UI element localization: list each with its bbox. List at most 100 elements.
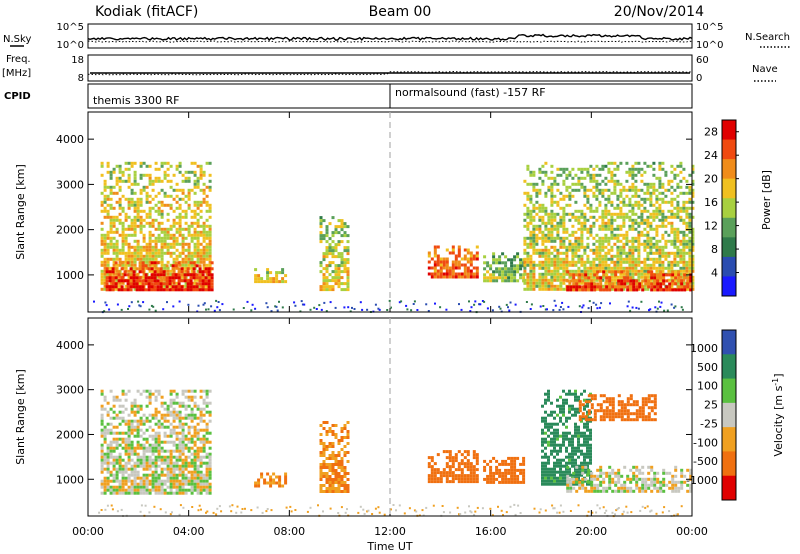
velocity-cell-r0 [115, 416, 119, 420]
velocity-cell-r0 [151, 434, 155, 438]
velocity-cell-r0 [202, 413, 206, 417]
velocity-cell-r0 [169, 488, 173, 492]
velocity-cell-r5 [562, 413, 565, 417]
power-cell-r6 [544, 248, 548, 252]
power-cell-r6 [631, 272, 635, 276]
velocity-cell-r2 [331, 454, 335, 457]
power-cell-r1 [201, 282, 205, 286]
velocity-cell-r0 [187, 482, 191, 486]
velocity-cell-r4 [519, 471, 523, 475]
velocity-cell-r5 [553, 476, 556, 480]
power-cell-r6 [535, 263, 539, 267]
velocity-cell-r5 [550, 467, 553, 471]
power-cell-r6 [679, 266, 683, 270]
power-cell-r6 [691, 254, 695, 258]
power-cell-r6 [529, 218, 533, 222]
power-near-range-cell [416, 309, 419, 311]
power-cell-r0 [205, 185, 209, 189]
power-cell-r7 [617, 270, 621, 274]
velocity-cell-r0 [130, 425, 134, 429]
velocity-cell-r0 [142, 473, 146, 477]
velocity-cell-r0 [175, 482, 179, 486]
power-cell-r4 [439, 257, 443, 261]
power-cell-r0 [145, 212, 149, 216]
power-near-range-cell [558, 308, 561, 311]
power-cell-r6 [649, 266, 653, 270]
power-cell-r6 [553, 287, 557, 291]
power-cell-r6 [628, 266, 632, 270]
power-cell-r6 [652, 215, 656, 219]
velocity-cell-r5 [559, 461, 562, 465]
power-cell-r6 [610, 236, 614, 240]
power-cell-r6 [643, 260, 647, 264]
power-cell-r3 [346, 249, 350, 253]
power-cell-r6 [661, 260, 665, 264]
power-cell-r6 [550, 194, 554, 198]
power-cell-r0 [139, 251, 143, 255]
velocity-cell-r0 [136, 452, 140, 456]
velocity-cell-r0 [142, 422, 146, 426]
velocity-cell-r0 [166, 425, 170, 429]
power-cell-r1 [195, 276, 199, 280]
power-cell-r6 [658, 176, 662, 180]
power-cell-r0 [190, 224, 194, 228]
power-near-range-cell [377, 307, 380, 310]
velocity-cell-r4 [516, 477, 520, 481]
power-cell-r3 [343, 267, 347, 271]
power-cell-r0 [193, 233, 197, 237]
power-near-range-cell [654, 306, 657, 309]
power-cell-r0 [103, 272, 107, 276]
power-cell-r4 [472, 272, 476, 276]
power-cell-r6 [553, 182, 557, 186]
power-cell-r6 [622, 272, 626, 276]
velocity-cell-r3 [430, 459, 434, 463]
power-cell-r1 [150, 279, 154, 283]
velocity-cell-r4 [489, 459, 493, 463]
power-near-range-cell [554, 304, 557, 307]
power-cell-r6 [523, 287, 527, 291]
velocity-cell-r0 [136, 419, 140, 423]
power-cell-r6 [526, 194, 530, 198]
power-cell-r6 [538, 284, 542, 288]
power-near-range-cell [578, 305, 581, 308]
velocity-cell-r5 [553, 461, 556, 465]
power-cell-r6 [664, 200, 668, 204]
power-cell-r6 [577, 269, 581, 273]
velocity-cell-r0 [127, 473, 131, 477]
power-cell-r0 [136, 218, 140, 222]
power-cell-r0 [148, 215, 152, 219]
velocity-cell-r4 [501, 471, 505, 475]
power-cell-r6 [685, 221, 689, 225]
velocity-cell-r0 [142, 479, 146, 483]
velocity-cell-r0 [145, 482, 149, 486]
power-cell-r1 [120, 285, 124, 289]
power-cell-r6 [691, 170, 695, 174]
velocity-cell-r0 [118, 416, 122, 420]
power-cell-r6 [538, 206, 542, 210]
velocity-cell-r5 [544, 419, 547, 423]
power-cell-r0 [151, 239, 155, 243]
power-cell-r6 [526, 275, 530, 279]
power-cell-r0 [193, 281, 197, 285]
power-cell-r1 [192, 261, 196, 265]
power-cell-r2 [257, 274, 261, 278]
power-cell-r0 [151, 218, 155, 222]
power-cell-r5 [516, 264, 520, 268]
velocity-cell-r0 [190, 389, 194, 393]
power-cell-r7 [623, 276, 627, 280]
power-cell-r1 [105, 267, 109, 271]
power-cell-r0 [100, 200, 104, 204]
velocity-cell-r0 [148, 467, 152, 471]
power-cell-r6 [562, 170, 566, 174]
velocity-cell-r0 [100, 428, 104, 432]
power-cell-r6 [652, 209, 656, 213]
power-near-range-cell [400, 300, 403, 303]
velocity-cell-r0 [187, 449, 191, 453]
velocity-cell-r4 [513, 477, 517, 481]
power-cell-r5 [486, 264, 490, 268]
power-cell-r0 [121, 179, 125, 183]
power-cell-r0 [145, 215, 149, 219]
power-cell-r0 [124, 218, 128, 222]
power-cell-r1 [141, 261, 145, 265]
power-cell-r6 [658, 191, 662, 195]
